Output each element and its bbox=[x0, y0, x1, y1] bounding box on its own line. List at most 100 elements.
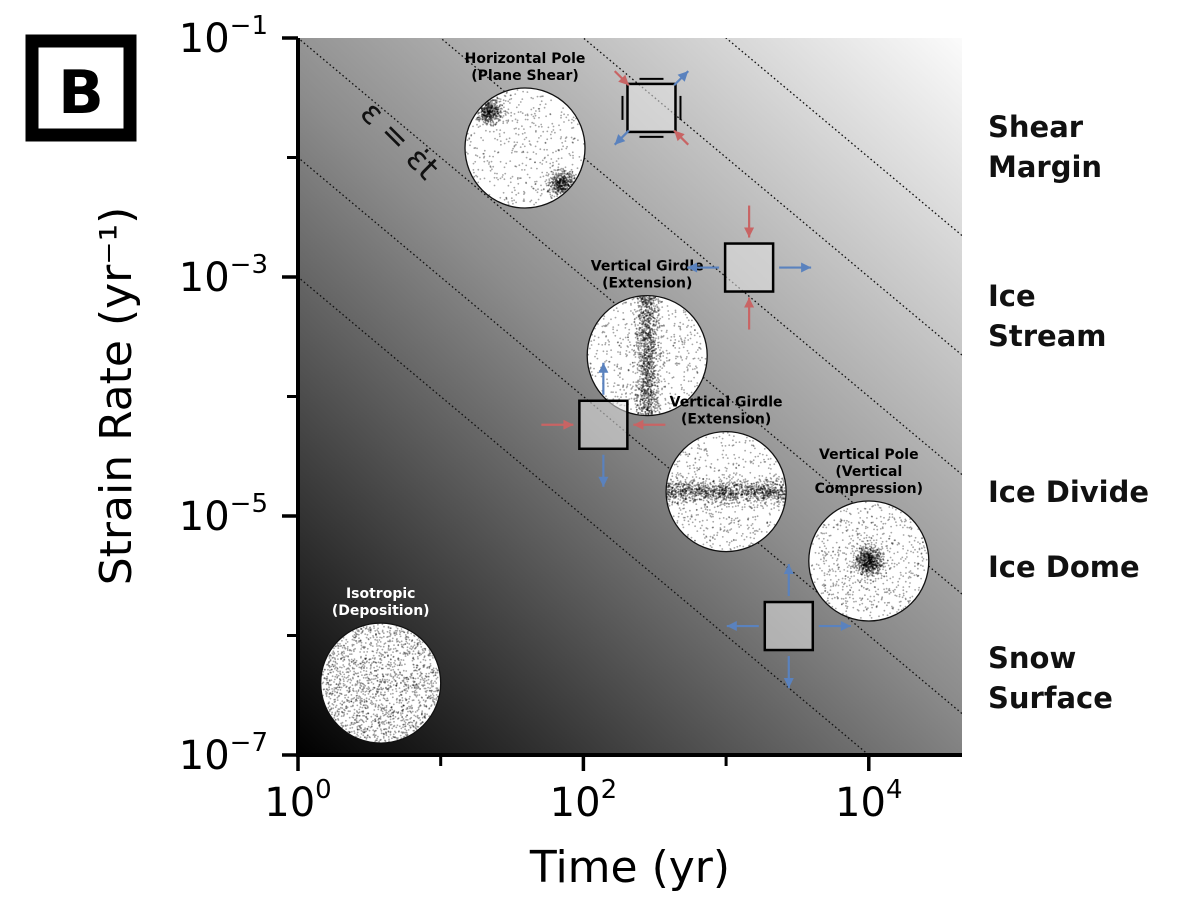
fabric-dot bbox=[489, 169, 492, 172]
fabric-dot bbox=[495, 106, 498, 108]
fabric-dot bbox=[549, 113, 552, 115]
fabric-dot bbox=[862, 609, 865, 612]
fabric-dot bbox=[645, 392, 647, 395]
fabric-dot bbox=[636, 396, 638, 399]
fabric-dot bbox=[673, 333, 676, 336]
fabric-dot bbox=[656, 397, 658, 400]
fabric-dot bbox=[554, 182, 557, 185]
fabric-dot bbox=[557, 188, 560, 191]
fabric-dot bbox=[641, 389, 643, 391]
fabric-dot bbox=[493, 113, 495, 116]
fabric-dot bbox=[610, 349, 612, 352]
fabric-dot bbox=[728, 481, 731, 483]
fabric-dot bbox=[487, 115, 490, 118]
fabric-dot bbox=[484, 107, 487, 110]
fabric-dot bbox=[562, 170, 564, 173]
fabric-dot bbox=[650, 311, 652, 313]
fabric-dot bbox=[648, 409, 651, 412]
fabric-dot bbox=[670, 386, 673, 389]
fabric-dot bbox=[732, 463, 735, 466]
fabric-dot bbox=[749, 532, 752, 534]
fabric-dot bbox=[569, 173, 571, 175]
fabric-dot bbox=[508, 137, 511, 140]
fabric-dot bbox=[638, 349, 640, 352]
fabric-dot bbox=[477, 168, 480, 171]
fabric-dot bbox=[673, 322, 676, 325]
fabric-dot bbox=[636, 368, 639, 371]
fabric-dot bbox=[742, 545, 745, 548]
fabric-dot bbox=[487, 112, 490, 115]
fabric-dot bbox=[532, 115, 535, 118]
fabric-dot bbox=[640, 353, 642, 356]
fabric-dot bbox=[515, 201, 517, 204]
fabric-dot bbox=[770, 499, 772, 501]
fabric-dot bbox=[519, 146, 522, 148]
fabric-dot bbox=[690, 380, 693, 383]
fabric-dot bbox=[481, 109, 484, 112]
fabric-dot bbox=[674, 490, 677, 493]
fabric-dot bbox=[649, 331, 651, 333]
fabric-dot bbox=[764, 503, 767, 506]
fabric-dot bbox=[495, 177, 498, 179]
fabric-dot bbox=[646, 323, 649, 326]
fabric-dot bbox=[646, 401, 649, 404]
fabric-dot bbox=[657, 310, 660, 313]
fabric-dot bbox=[487, 111, 490, 114]
fabric-dot bbox=[502, 174, 504, 176]
fabric-dot bbox=[635, 341, 638, 344]
fabric-dot bbox=[561, 176, 563, 179]
fabric-dot bbox=[683, 341, 686, 344]
fabric-dot bbox=[689, 518, 692, 520]
fabric-dot bbox=[552, 161, 554, 164]
fabric-dot bbox=[493, 110, 496, 113]
fabric-dot bbox=[752, 445, 755, 447]
fabric-dot bbox=[485, 119, 488, 122]
fabric-dot bbox=[722, 482, 724, 485]
fabric-dot bbox=[684, 451, 687, 454]
fabric-dot bbox=[642, 335, 644, 338]
fabric-dot bbox=[690, 536, 693, 539]
fabric-dot bbox=[653, 384, 656, 386]
fabric-dot bbox=[660, 342, 662, 345]
fabric-dot bbox=[573, 178, 576, 180]
fabric-dot bbox=[505, 197, 508, 199]
fabric-dot bbox=[521, 98, 524, 100]
fabric-dot bbox=[654, 305, 657, 308]
fabric-dot bbox=[738, 501, 741, 503]
fabric-dot bbox=[486, 104, 489, 107]
fabric-dot bbox=[499, 100, 502, 103]
fabric-dot bbox=[781, 493, 784, 496]
fabric-dot bbox=[503, 198, 506, 201]
fabric-dot bbox=[487, 103, 490, 106]
fabric-dot bbox=[490, 124, 492, 126]
fabric-dot bbox=[753, 506, 756, 509]
fabric-dot bbox=[643, 295, 645, 298]
fabric-dot bbox=[552, 178, 555, 181]
fabric-dot bbox=[674, 315, 677, 318]
fabric-dot bbox=[635, 404, 638, 407]
fabric-dot bbox=[644, 324, 647, 327]
fabric-dot bbox=[751, 482, 753, 485]
fabric-dot bbox=[650, 302, 653, 304]
fabric-dot bbox=[638, 383, 640, 386]
fabric-dot bbox=[722, 485, 725, 487]
fabric-dot bbox=[778, 494, 781, 496]
fabric-dot bbox=[553, 184, 556, 187]
fabric-dot bbox=[644, 338, 647, 341]
fabric-dot bbox=[486, 111, 489, 114]
fabric-dot bbox=[485, 104, 487, 107]
fabric-dot bbox=[755, 482, 758, 484]
fabric-dot bbox=[559, 129, 562, 131]
fabric-dot bbox=[492, 107, 495, 110]
fabric-dot bbox=[699, 359, 702, 362]
fabric-dot bbox=[672, 376, 675, 379]
fabric-dot bbox=[718, 435, 721, 438]
fabric-dot bbox=[554, 179, 557, 182]
fabric-dot bbox=[612, 328, 614, 331]
fabric-dot bbox=[551, 190, 554, 192]
fabric-dot bbox=[649, 348, 652, 351]
fabric-dot bbox=[577, 139, 579, 142]
fabric-dot bbox=[758, 475, 761, 477]
fabric-dot bbox=[646, 360, 649, 362]
fabric-dot bbox=[481, 109, 484, 112]
